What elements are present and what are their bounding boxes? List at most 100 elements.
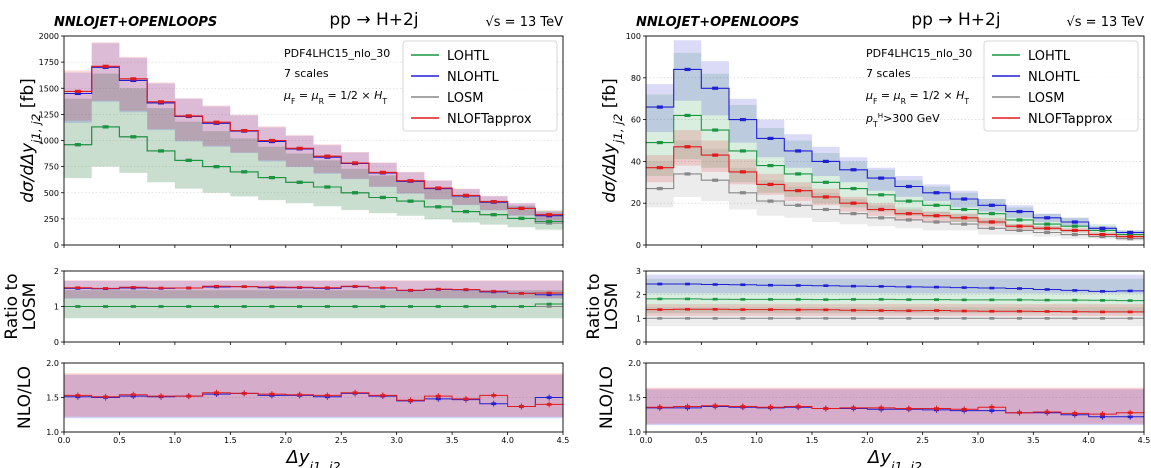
nlolo-ytick-label: 2.0 <box>628 359 641 368</box>
ratio-losm-plot: 0 1 2 3 Ratio toLOSM <box>584 267 1145 347</box>
ratio-marker-NLOHTL <box>546 293 552 297</box>
ratio-ytick-label: 2 <box>636 291 641 300</box>
marker-NLOFTapprox <box>1071 228 1078 232</box>
ratio-marker-LOHTL <box>906 298 912 301</box>
ratio-band-LOHTL <box>64 290 563 319</box>
ratio-marker-NLOFTapprox <box>380 286 386 289</box>
ratio-marker-LOSM <box>1127 317 1133 320</box>
marker-LOHTL <box>822 180 829 184</box>
nlolo-marker-NLOFTapprox <box>1072 412 1078 415</box>
marker-NLOFTapprox <box>241 128 248 133</box>
nlolo-marker-NLOFTapprox <box>241 392 247 395</box>
band-LOHTL <box>64 73 563 230</box>
nlolo-marker-NLOFTapprox <box>961 407 967 411</box>
nlolo-xtick-label: 0.5 <box>695 436 708 445</box>
main-ylabel: dσ/dΔyj1, j2 [fb] <box>18 78 43 203</box>
ratio-marker-NLOFTapprox <box>740 308 746 311</box>
marker-LOHTL <box>490 213 497 217</box>
ratio-marker-NLOHTL <box>795 284 801 287</box>
nlolo-line-NLOFTapprox <box>646 405 1144 415</box>
marker-NLOHTL <box>767 136 774 141</box>
ratio-marker-NLOFTapprox <box>1017 309 1022 313</box>
nlolo-marker-NLOFTapprox <box>269 392 275 396</box>
ratio-marker-LOHTL <box>851 298 856 301</box>
marker-LOSM <box>1016 228 1023 232</box>
panel-right: NNLOJET+OPENLOOPS pp → H+2j √s = 13 TeV020… <box>584 10 1150 468</box>
legend-label-LOHTL: LOHTL <box>1028 49 1071 64</box>
ratio-frame <box>645 270 1145 343</box>
ratio-marker-NLOFTapprox <box>712 308 718 311</box>
ratio-band-NLOFTapprox <box>64 280 563 298</box>
ratio-marker-LOHTL <box>324 305 330 308</box>
main-frame <box>645 35 1145 246</box>
ratio-marker-NLOFTapprox <box>795 308 801 312</box>
main-ytick-label: 0 <box>636 241 641 250</box>
marker-NLOFTapprox <box>656 166 663 170</box>
legend-label-NLOFTapprox: NLOFTapprox <box>447 112 532 127</box>
nlolo-marker-NLOHTL <box>546 396 552 399</box>
marker-NLOHTL <box>850 168 857 172</box>
ratio-marker-NLOFTapprox <box>906 309 912 313</box>
ratio-marker-NLOFTapprox <box>463 288 469 291</box>
marker-NLOFTapprox <box>1127 235 1134 239</box>
marker-NLOFTapprox <box>462 193 469 197</box>
ratio-marker-LOHTL <box>269 305 275 308</box>
marker-NLOFTapprox <box>407 179 414 183</box>
marker-NLOFTapprox <box>878 207 885 212</box>
marker-LOHTL <box>767 163 774 168</box>
marker-NLOFTapprox <box>102 64 109 68</box>
ratio-marker-LOHTL <box>463 305 469 308</box>
marker-NLOFTapprox <box>712 153 719 157</box>
legend-box <box>983 40 1139 132</box>
ratio-marker-NLOHTL <box>989 286 995 290</box>
nlolo-marker-NLOFTapprox <box>186 394 192 398</box>
energy-label: √s = 13 TeV <box>485 15 563 30</box>
nlolo-xtick-label: 0.0 <box>58 436 71 445</box>
info-pdf: PDF4LHC15_nlo_30 <box>284 47 390 60</box>
ratio-marker-LOHTL <box>989 298 995 302</box>
marker-LOSM <box>1127 237 1134 241</box>
nlolo-marker-NLOFTapprox <box>518 405 524 408</box>
main-ytick-label: 1250 <box>39 110 59 119</box>
nlolo-marker-NLOFTapprox <box>685 405 690 408</box>
ratio-marker-LOHTL <box>795 298 801 301</box>
marker-LOSM <box>933 220 940 224</box>
line-LOSM <box>646 173 1144 240</box>
ratio-marker-LOSM <box>1072 317 1078 320</box>
nlolo-ytick-label: 1.0 <box>628 428 641 437</box>
ratio-marker-LOHTL <box>1127 299 1133 302</box>
marker-LOHTL <box>296 180 303 184</box>
nlolo-marker-NLOFTapprox <box>906 407 912 410</box>
line-LOHTL <box>64 126 563 223</box>
ratio-ytick-label: 1 <box>54 303 59 312</box>
ratio-marker-NLOHTL <box>712 283 718 286</box>
legend-label-NLOFTapprox: NLOFTapprox <box>1028 112 1113 127</box>
marker-LOSM <box>767 199 774 203</box>
main-plot: 0 250 500 750 1000 1250 1500 1750 2000 dσ/dΔyj1, … <box>18 32 564 250</box>
nlolo-frame <box>63 362 564 433</box>
band-LOSM <box>646 140 1144 241</box>
ratio-marker-NLOFTapprox <box>324 286 330 289</box>
process-label: pp → H+2j <box>329 10 418 30</box>
ratio-losm-plot: 0 1 2 Ratio toLOSM <box>2 267 564 347</box>
marker-NLOHTL <box>684 67 691 72</box>
ratio-marker-LOHTL <box>297 305 303 308</box>
marker-NLOFTapprox <box>74 89 81 93</box>
ratio-marker-NLOHTL <box>878 285 884 288</box>
main-ytick-label: 100 <box>626 32 641 41</box>
ratio-marker-LOSM <box>1017 317 1022 320</box>
nlolo-marker-NLOFTapprox <box>158 394 164 398</box>
marker-NLOFTapprox <box>158 100 165 104</box>
generator-label: NNLOJET+OPENLOOPS <box>54 15 217 30</box>
nlolo-xtick-label: 0.0 <box>640 436 653 445</box>
ratio-ytick-label: 3 <box>636 267 641 276</box>
marker-LOSM <box>656 186 663 191</box>
marker-LOHTL <box>213 165 220 169</box>
ratio-marker-LOSM <box>1044 317 1050 320</box>
nlolo-ylabel: NLO/LO <box>597 366 617 429</box>
ratio-marker-LOHTL <box>878 298 884 301</box>
marker-NLOHTL <box>822 159 829 163</box>
ratio-marker-NLOFTapprox <box>213 284 219 288</box>
band-NLOHTL <box>64 43 563 222</box>
marker-LOSM <box>988 226 995 230</box>
